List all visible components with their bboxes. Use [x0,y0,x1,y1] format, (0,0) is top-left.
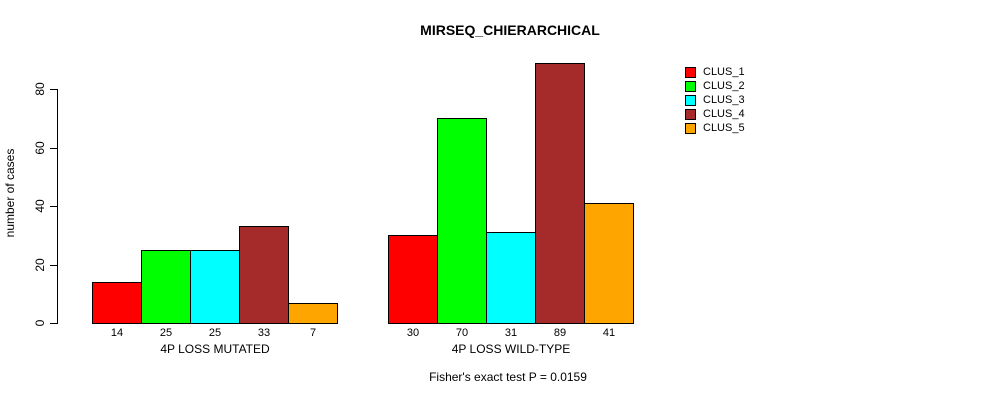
bar-clus_4 [239,226,289,324]
bar-value-label: 41 [602,327,616,339]
y-tick-mark [50,265,57,266]
y-tick-label: 80 [33,82,47,96]
fisher-test-annotation: Fisher's exact test P = 0.0159 [429,370,587,384]
bar-value-label: 89 [553,327,567,339]
bar-value-label: 25 [159,327,173,339]
legend-swatch-clus_5 [685,123,696,134]
bar-clus_2 [141,249,191,324]
legend-swatch-clus_1 [685,67,696,78]
bar-value-label: 14 [110,327,124,339]
y-axis-label: number of cases [3,148,17,238]
category-label: 4P LOSS WILD-TYPE [451,342,571,356]
bar-value-label: 30 [406,327,420,339]
y-axis-line [57,89,58,324]
bar-clus_2 [437,118,487,324]
bar-value-label: 7 [309,327,317,339]
y-tick-label: 20 [33,258,47,272]
y-tick-mark [50,323,57,324]
bar-value-label: 70 [455,327,469,339]
legend-label: CLUS_5 [703,122,745,134]
legend-label: CLUS_3 [703,94,745,106]
category-label: 4P LOSS MUTATED [160,342,270,356]
legend-swatch-clus_2 [685,81,696,92]
bar-clus_1 [388,235,438,324]
bar-value-label: 25 [208,327,222,339]
bar-clus_3 [190,249,240,324]
bar-clus_4 [535,62,585,324]
bar-clus_5 [288,302,338,324]
bar-clus_3 [486,232,536,324]
y-tick-mark [50,148,57,149]
y-tick-mark [50,89,57,90]
bar-value-label: 31 [504,327,518,339]
bar-clus_1 [92,282,142,324]
y-tick-label: 40 [33,199,47,213]
chart-title: MIRSEQ_CHIERARCHICAL [420,22,600,38]
legend-label: CLUS_4 [703,108,745,120]
legend-label: CLUS_2 [703,80,745,92]
bar-value-label: 33 [257,327,271,339]
legend-swatch-clus_4 [685,109,696,120]
bar-clus_5 [584,203,634,324]
y-tick-label: 0 [33,319,47,327]
legend-label: CLUS_1 [703,66,745,78]
legend-swatch-clus_3 [685,95,696,106]
y-tick-label: 60 [33,141,47,155]
y-tick-mark [50,206,57,207]
